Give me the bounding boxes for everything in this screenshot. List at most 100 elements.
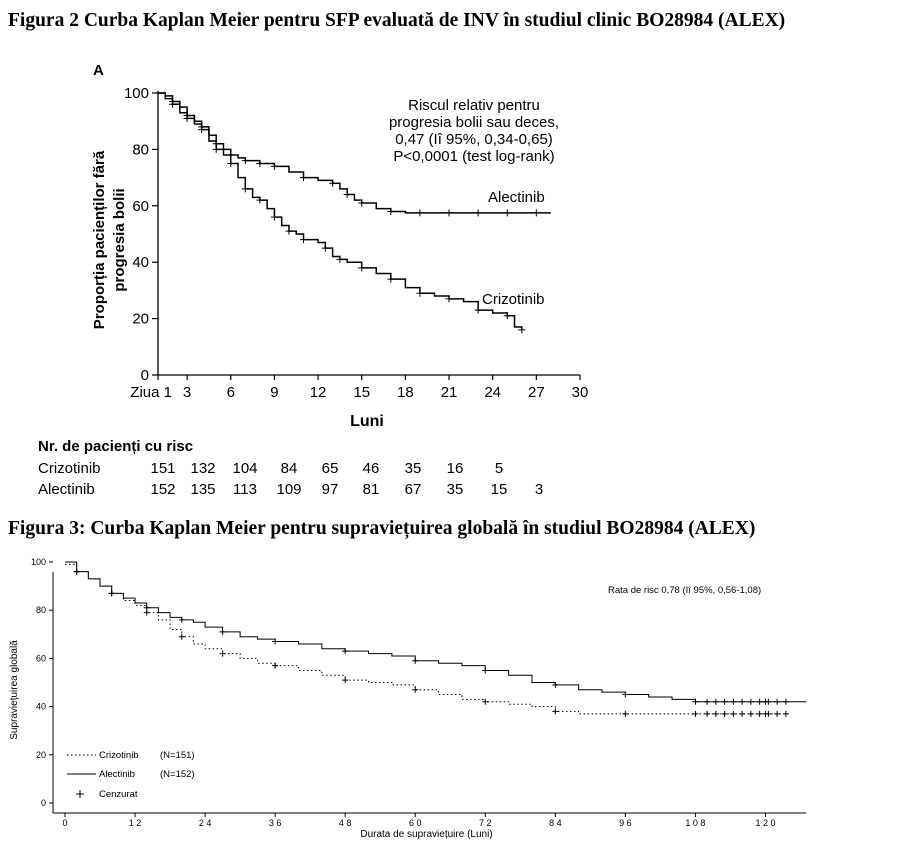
x-tick-label: 21 xyxy=(441,384,458,401)
series-line-alectinib xyxy=(65,561,807,703)
censor-mark-alectinib xyxy=(272,638,279,645)
risk-cell: 65 xyxy=(321,460,339,477)
x-tick-label: 18 xyxy=(397,384,414,401)
censor-mark-crizotinib xyxy=(552,708,559,715)
x-axis-label: Durata de supraviețuire (Luni) xyxy=(360,829,492,840)
censor-mark-crizotinib xyxy=(219,650,226,657)
censor-mark-crizotinib xyxy=(108,590,115,597)
censor-mark-crizotinib xyxy=(183,114,191,122)
censor-mark-alectinib xyxy=(219,628,226,635)
censor-mark-crizotinib xyxy=(518,326,526,334)
x-axis-label: Luni xyxy=(350,413,384,430)
censor-mark-alectinib xyxy=(256,160,264,167)
censor-mark-alectinib xyxy=(730,698,737,705)
y-tick-label: 80 xyxy=(132,141,149,158)
censor-mark-crizotinib xyxy=(169,100,177,108)
censor-mark-crizotinib xyxy=(774,710,781,717)
y-tick-label: 80 xyxy=(36,605,46,615)
y-tick-label: 0 xyxy=(141,367,149,384)
x-tick-label: 3 6 xyxy=(269,818,282,828)
censor-mark-crizotinib xyxy=(212,145,220,153)
risk-cell: 3 xyxy=(534,481,544,498)
censor-mark-crizotinib xyxy=(704,710,711,717)
risk-cell: 132 xyxy=(190,460,216,477)
censor-mark-crizotinib xyxy=(739,710,746,717)
legend-n-alectinib: (N=152) xyxy=(160,769,195,780)
x-tick-label: 1 2 xyxy=(129,818,142,828)
series-label-crizotinib: Crizotinib xyxy=(482,291,545,308)
censor-mark-crizotinib xyxy=(227,160,235,167)
censor-mark-crizotinib xyxy=(241,185,249,193)
x-tick-label: 4 8 xyxy=(339,818,352,828)
risk-cell: 46 xyxy=(362,460,380,477)
censor-mark-alectinib xyxy=(765,698,772,705)
annotation-line: progresia bolii sau deces, xyxy=(389,114,559,131)
x-tick-label: 9 6 xyxy=(619,818,632,828)
y-tick-label: 60 xyxy=(36,653,46,663)
censor-mark-alectinib xyxy=(482,667,489,674)
risk-cell: 35 xyxy=(446,481,464,498)
legend-label-alectinib: Alectinib xyxy=(99,769,135,780)
x-tick-label: 7 2 xyxy=(479,818,492,828)
censor-mark-crizotinib xyxy=(272,662,279,669)
censor-mark-alectinib xyxy=(241,157,249,165)
censor-mark-crizotinib xyxy=(721,710,728,717)
censor-mark-alectinib xyxy=(270,162,278,170)
annotation-line: P<0,0001 (test log-rank) xyxy=(393,148,554,165)
censor-mark-crizotinib xyxy=(342,677,349,684)
risk-table-header: Nr. de pacienți cu risc xyxy=(38,438,194,455)
x-tick-label: 3 xyxy=(183,384,191,401)
censor-mark-crizotinib xyxy=(198,126,206,134)
y-axis-label-line1: Proporția pacienților fără xyxy=(91,150,108,329)
risk-cell: 81 xyxy=(362,481,380,498)
risk-cell: 84 xyxy=(280,460,298,477)
censor-mark-crizotinib xyxy=(285,227,293,235)
risk-cell: 135 xyxy=(190,481,216,498)
x-tick-label: 30 xyxy=(572,384,589,401)
x-tick-label: 12 xyxy=(310,384,327,401)
censor-mark-crizotinib xyxy=(474,306,482,314)
risk-cell: 16 xyxy=(446,460,464,477)
censor-mark-alectinib xyxy=(782,698,789,705)
censor-mark-alectinib xyxy=(329,179,337,187)
risk-row-label: Alectinib xyxy=(38,481,95,498)
y-tick-label: 20 xyxy=(36,750,46,760)
censor-mark-crizotinib xyxy=(321,244,329,252)
censor-mark-alectinib xyxy=(721,698,728,705)
risk-cell: 35 xyxy=(404,460,422,477)
y-tick-label: 100 xyxy=(124,85,149,102)
censor-mark-crizotinib xyxy=(782,710,789,717)
censor-mark-crizotinib xyxy=(412,686,419,693)
censor-mark-alectinib xyxy=(756,698,763,705)
legend-n-crizotinib: (N=151) xyxy=(160,750,195,761)
x-tick-label: 8 4 xyxy=(549,818,562,828)
censor-mark-alectinib xyxy=(300,174,308,182)
x-tick-label: 24 xyxy=(484,384,501,401)
y-tick-label: 40 xyxy=(132,254,149,271)
censor-mark-alectinib xyxy=(747,698,754,705)
censor-mark-alectinib xyxy=(712,698,719,705)
hazard-ratio-annotation: Rata de risc 0,78 (Iî 95%, 0,56-1,08) xyxy=(608,585,761,596)
figure2-title: Figura 2 Curba Kaplan Meier pentru SFP e… xyxy=(8,10,786,31)
risk-cell: 97 xyxy=(321,481,339,498)
risk-cell: 104 xyxy=(232,460,258,477)
x-tick-label: 15 xyxy=(353,384,370,401)
legend-swatch-censored xyxy=(76,790,84,798)
censor-mark-alectinib xyxy=(387,207,395,215)
pfs-kaplan-meier-chart: A 0 20 40 60 80 100 Ziua 1 3 6 9 12 15 18 21 24 27 30 Luni… xyxy=(91,62,589,430)
annotation-line: Riscul relativ pentru xyxy=(408,97,540,114)
risk-cell: 152 xyxy=(150,481,176,498)
x-tick-label: 0 xyxy=(62,818,67,828)
x-tick-label: 6 xyxy=(227,384,235,401)
risk-cell: 15 xyxy=(490,481,508,498)
y-tick-label: 60 xyxy=(132,198,149,215)
y-tick-label: 40 xyxy=(36,702,46,712)
risk-cell: 5 xyxy=(494,460,504,477)
x-tick-label: Ziua 1 xyxy=(130,384,172,401)
risk-cell: 67 xyxy=(404,481,422,498)
series-line-alectinib xyxy=(158,92,551,214)
censor-mark-crizotinib xyxy=(756,710,763,717)
censor-mark-alectinib xyxy=(412,657,419,664)
censor-mark-crizotinib xyxy=(416,289,424,297)
